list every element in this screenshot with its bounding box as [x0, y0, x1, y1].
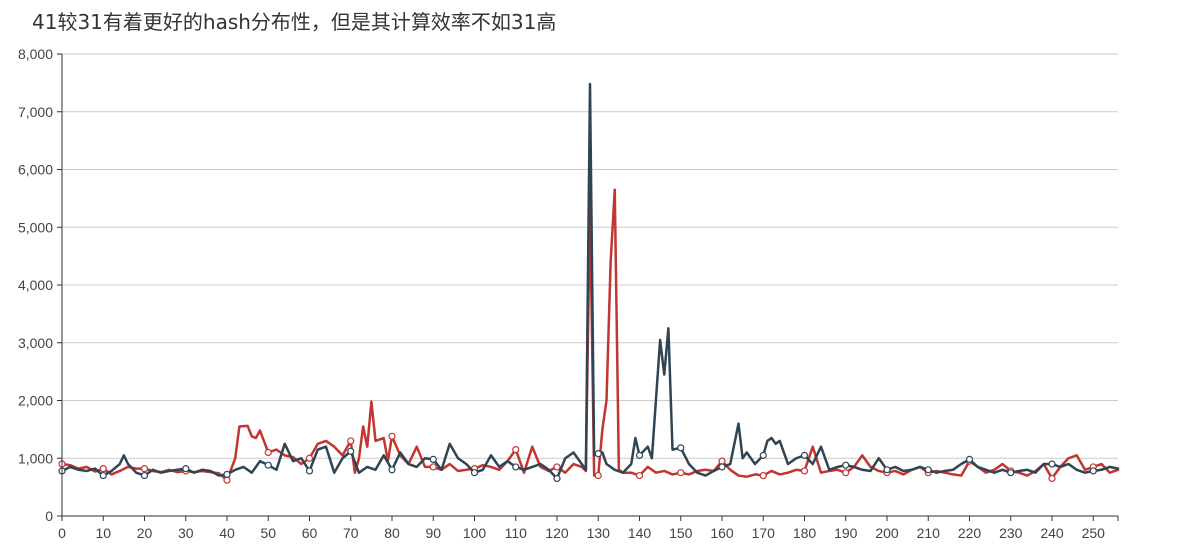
x-tick-label: 140: [628, 525, 652, 541]
axes: [57, 53, 1119, 521]
x-tick-label: 180: [793, 525, 817, 541]
y-tick-label: 0: [45, 508, 53, 524]
y-tick-label: 1,000: [18, 450, 53, 466]
data-point: [800, 451, 809, 459]
data-point: [883, 466, 891, 474]
data-point: [512, 463, 520, 471]
x-tick-label: 110: [505, 525, 528, 541]
x-tick-label: 190: [834, 525, 858, 541]
data-point: [512, 445, 520, 454]
data-point: [182, 465, 190, 473]
data-point: [842, 469, 850, 477]
data-point: [223, 476, 231, 484]
x-tick-label: 230: [999, 525, 1023, 541]
x-tick-label: 220: [958, 525, 982, 541]
data-point: [223, 470, 231, 479]
data-point: [264, 448, 272, 457]
series-layer: [58, 82, 1120, 484]
data-point: [305, 467, 314, 475]
data-point: [594, 450, 602, 458]
data-point: [924, 466, 932, 474]
data-point: [965, 455, 974, 464]
data-point: [388, 432, 396, 440]
x-tick-label: 100: [463, 525, 487, 541]
x-tick-label: 170: [752, 525, 776, 541]
data-point: [759, 451, 767, 459]
data-point: [1048, 474, 1056, 483]
series-line: [60, 188, 1120, 482]
data-point: [718, 463, 726, 471]
data-point: [1007, 469, 1015, 477]
x-tick-label: 210: [917, 525, 941, 541]
data-point: [842, 461, 850, 469]
data-point: [429, 455, 437, 464]
x-tick-label: 250: [1082, 525, 1106, 541]
y-tick-label: 3,000: [18, 335, 53, 351]
x-tick-label: 160: [710, 525, 734, 541]
x-tick-label: 10: [95, 525, 111, 541]
y-tick-label: 4,000: [18, 277, 53, 293]
chart-title: 41较31有着更好的hash分布性，但是其计算效率不如31高: [32, 10, 557, 34]
data-point: [553, 474, 561, 483]
x-tick-label: 40: [219, 525, 235, 541]
data-point: [553, 463, 561, 471]
data-point: [635, 471, 644, 480]
data-point: [99, 465, 107, 473]
data-point: [347, 447, 355, 455]
y-tick-label: 8,000: [18, 46, 53, 62]
x-tick-label: 70: [343, 525, 359, 541]
x-tick-label: 30: [178, 525, 194, 541]
x-tick-label: 20: [137, 525, 153, 541]
series-1: [58, 82, 1120, 483]
y-tick-label: 7,000: [18, 104, 53, 120]
x-tick-label: 120: [545, 525, 569, 541]
data-point: [759, 471, 767, 480]
data-point: [99, 471, 107, 480]
x-tick-label: 200: [875, 525, 899, 541]
x-tick-label: 50: [260, 525, 276, 541]
data-point: [347, 437, 355, 445]
data-point: [1089, 467, 1097, 475]
x-tick-label: 130: [587, 525, 611, 541]
data-point: [470, 469, 479, 477]
data-point: [594, 471, 602, 480]
x-tick-label: 240: [1040, 525, 1064, 541]
x-tick-label: 80: [384, 525, 400, 541]
y-tick-label: 5,000: [18, 219, 53, 235]
data-point: [677, 444, 685, 452]
data-point: [800, 467, 809, 475]
data-point: [718, 457, 726, 465]
data-point: [677, 469, 685, 477]
data-point: [140, 471, 149, 480]
x-tick-label: 90: [425, 525, 441, 541]
data-point: [140, 465, 149, 473]
data-point: [1048, 460, 1056, 468]
data-point: [635, 451, 644, 459]
y-tick-label: 6,000: [18, 162, 53, 178]
data-point: [305, 454, 314, 462]
data-point: [388, 466, 396, 474]
data-point: [264, 461, 272, 469]
x-tick-label: 150: [669, 525, 693, 541]
tick-labels: 0 1,000 2,000 3,000 4,000 5,000 6,000 7,000 8,00…: [18, 46, 1105, 541]
y-tick-label: 2,000: [18, 393, 53, 409]
x-tick-label: 0: [58, 525, 66, 541]
x-tick-label: 60: [302, 525, 318, 541]
data-point: [429, 463, 437, 471]
